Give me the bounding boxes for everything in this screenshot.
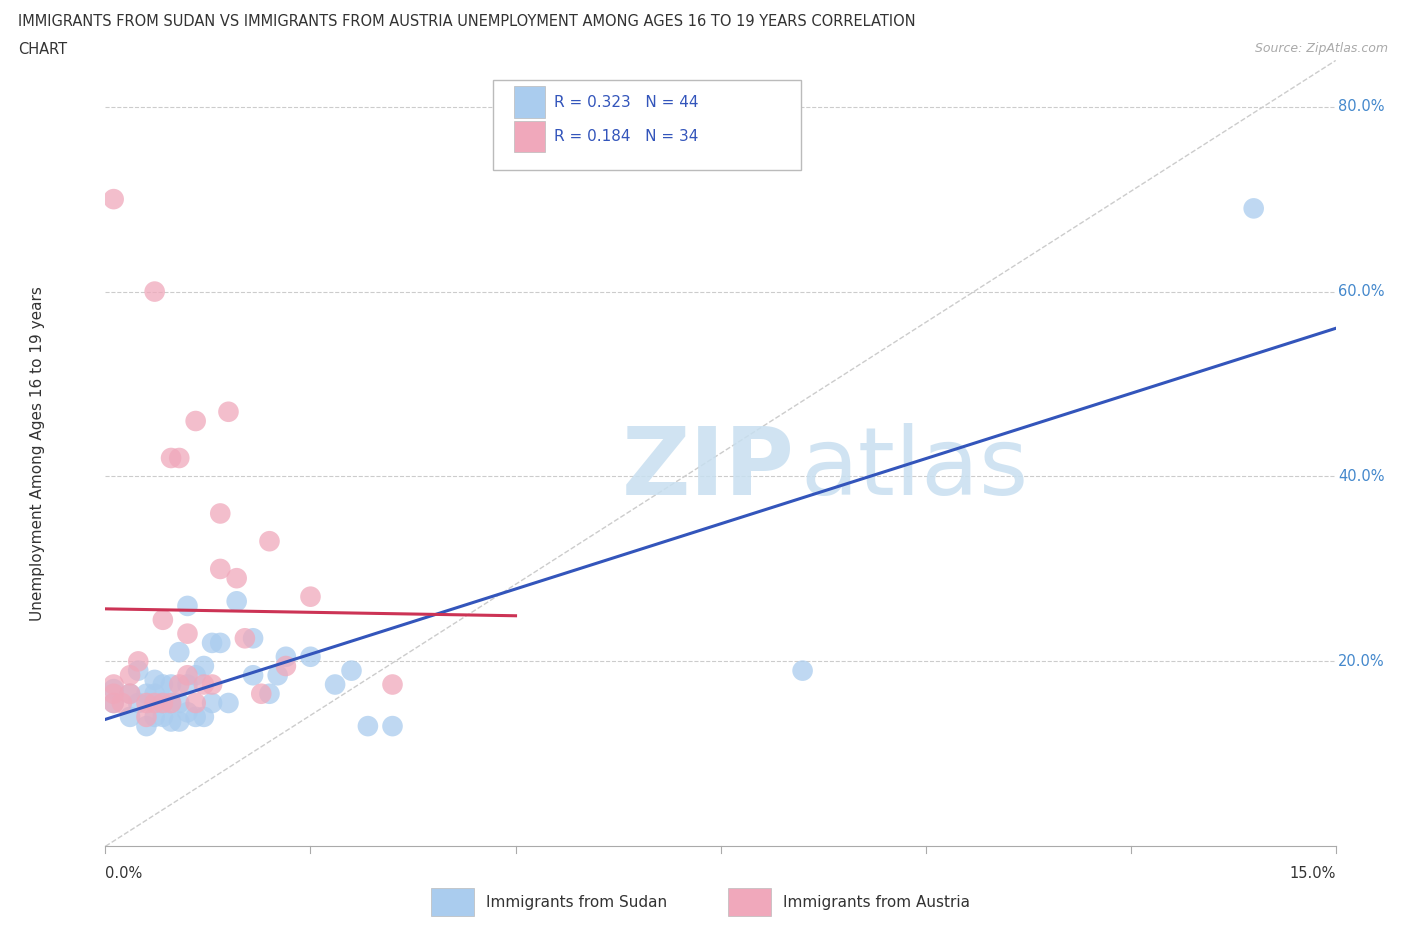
Point <box>152 696 174 711</box>
Point <box>209 562 232 577</box>
Point <box>120 668 141 683</box>
Text: atlas: atlas <box>800 423 1029 515</box>
Text: Source: ZipAtlas.com: Source: ZipAtlas.com <box>1254 42 1388 55</box>
Point <box>274 658 297 673</box>
Text: R = 0.184   N = 34: R = 0.184 N = 34 <box>554 129 699 144</box>
Point <box>267 668 290 683</box>
FancyBboxPatch shape <box>430 888 474 916</box>
Text: Immigrants from Sudan: Immigrants from Sudan <box>486 895 668 910</box>
Point <box>176 677 198 692</box>
Point <box>184 668 207 683</box>
Point <box>225 571 247 586</box>
Text: 15.0%: 15.0% <box>1289 866 1336 881</box>
Text: 80.0%: 80.0% <box>1339 100 1385 114</box>
Point <box>792 663 814 678</box>
Point <box>169 677 191 692</box>
Point <box>120 686 141 701</box>
Text: IMMIGRANTS FROM SUDAN VS IMMIGRANTS FROM AUSTRIA UNEMPLOYMENT AMONG AGES 16 TO 1: IMMIGRANTS FROM SUDAN VS IMMIGRANTS FROM… <box>18 14 915 29</box>
Point <box>152 696 174 711</box>
Point <box>184 414 207 429</box>
Point <box>120 686 141 701</box>
Point <box>152 677 174 692</box>
Point <box>160 677 183 692</box>
Text: ZIP: ZIP <box>621 423 794 515</box>
Point <box>120 710 141 724</box>
Text: Immigrants from Austria: Immigrants from Austria <box>783 895 970 910</box>
Point <box>169 644 191 659</box>
Point <box>176 705 198 720</box>
Point <box>176 626 198 641</box>
Point <box>152 612 174 627</box>
Point <box>103 192 125 206</box>
Text: CHART: CHART <box>18 42 67 57</box>
Point <box>103 696 125 711</box>
Point <box>259 686 281 701</box>
Point <box>209 506 232 521</box>
Point <box>259 534 281 549</box>
Point <box>103 686 125 701</box>
Point <box>169 450 191 465</box>
Point <box>193 710 215 724</box>
FancyBboxPatch shape <box>728 888 770 916</box>
Point <box>218 405 240 419</box>
Point <box>135 696 157 711</box>
Point <box>193 658 215 673</box>
Point <box>143 672 166 687</box>
Point <box>169 696 191 711</box>
Point <box>184 710 207 724</box>
Point <box>299 590 322 604</box>
Point <box>143 285 166 299</box>
Point <box>103 677 125 692</box>
Point <box>143 696 166 711</box>
Point <box>160 450 183 465</box>
Point <box>201 677 224 692</box>
Point <box>135 710 157 724</box>
Point <box>160 696 183 711</box>
Point <box>103 696 125 711</box>
Point <box>176 668 198 683</box>
Point <box>381 677 404 692</box>
Point <box>193 677 215 692</box>
Point <box>233 631 256 645</box>
Text: 40.0%: 40.0% <box>1339 469 1385 484</box>
Point <box>274 649 297 664</box>
Point <box>127 696 149 711</box>
Point <box>160 714 183 729</box>
Point <box>111 696 134 711</box>
Point <box>160 696 183 711</box>
Point <box>143 686 166 701</box>
Point <box>201 635 224 650</box>
Point <box>127 654 149 669</box>
Point <box>242 668 264 683</box>
Point <box>340 663 363 678</box>
Point <box>209 635 232 650</box>
Point <box>169 714 191 729</box>
Point <box>299 649 322 664</box>
Point <box>103 682 125 697</box>
FancyBboxPatch shape <box>494 80 800 170</box>
Point <box>323 677 346 692</box>
Point <box>135 719 157 734</box>
Point <box>225 594 247 609</box>
Point <box>127 663 149 678</box>
FancyBboxPatch shape <box>515 86 544 118</box>
Text: 20.0%: 20.0% <box>1339 654 1385 669</box>
Point <box>218 696 240 711</box>
Point <box>357 719 380 734</box>
Text: 60.0%: 60.0% <box>1339 284 1385 299</box>
Point <box>242 631 264 645</box>
Point <box>176 599 198 614</box>
Point <box>1243 201 1265 216</box>
Text: 0.0%: 0.0% <box>105 866 142 881</box>
Text: R = 0.323   N = 44: R = 0.323 N = 44 <box>554 95 699 110</box>
Point <box>143 710 166 724</box>
Point <box>250 686 273 701</box>
Point <box>135 686 157 701</box>
Point <box>184 696 207 711</box>
FancyBboxPatch shape <box>515 121 544 153</box>
Point <box>381 719 404 734</box>
Point <box>201 696 224 711</box>
Point <box>152 710 174 724</box>
Text: Unemployment Among Ages 16 to 19 years: Unemployment Among Ages 16 to 19 years <box>31 286 45 621</box>
